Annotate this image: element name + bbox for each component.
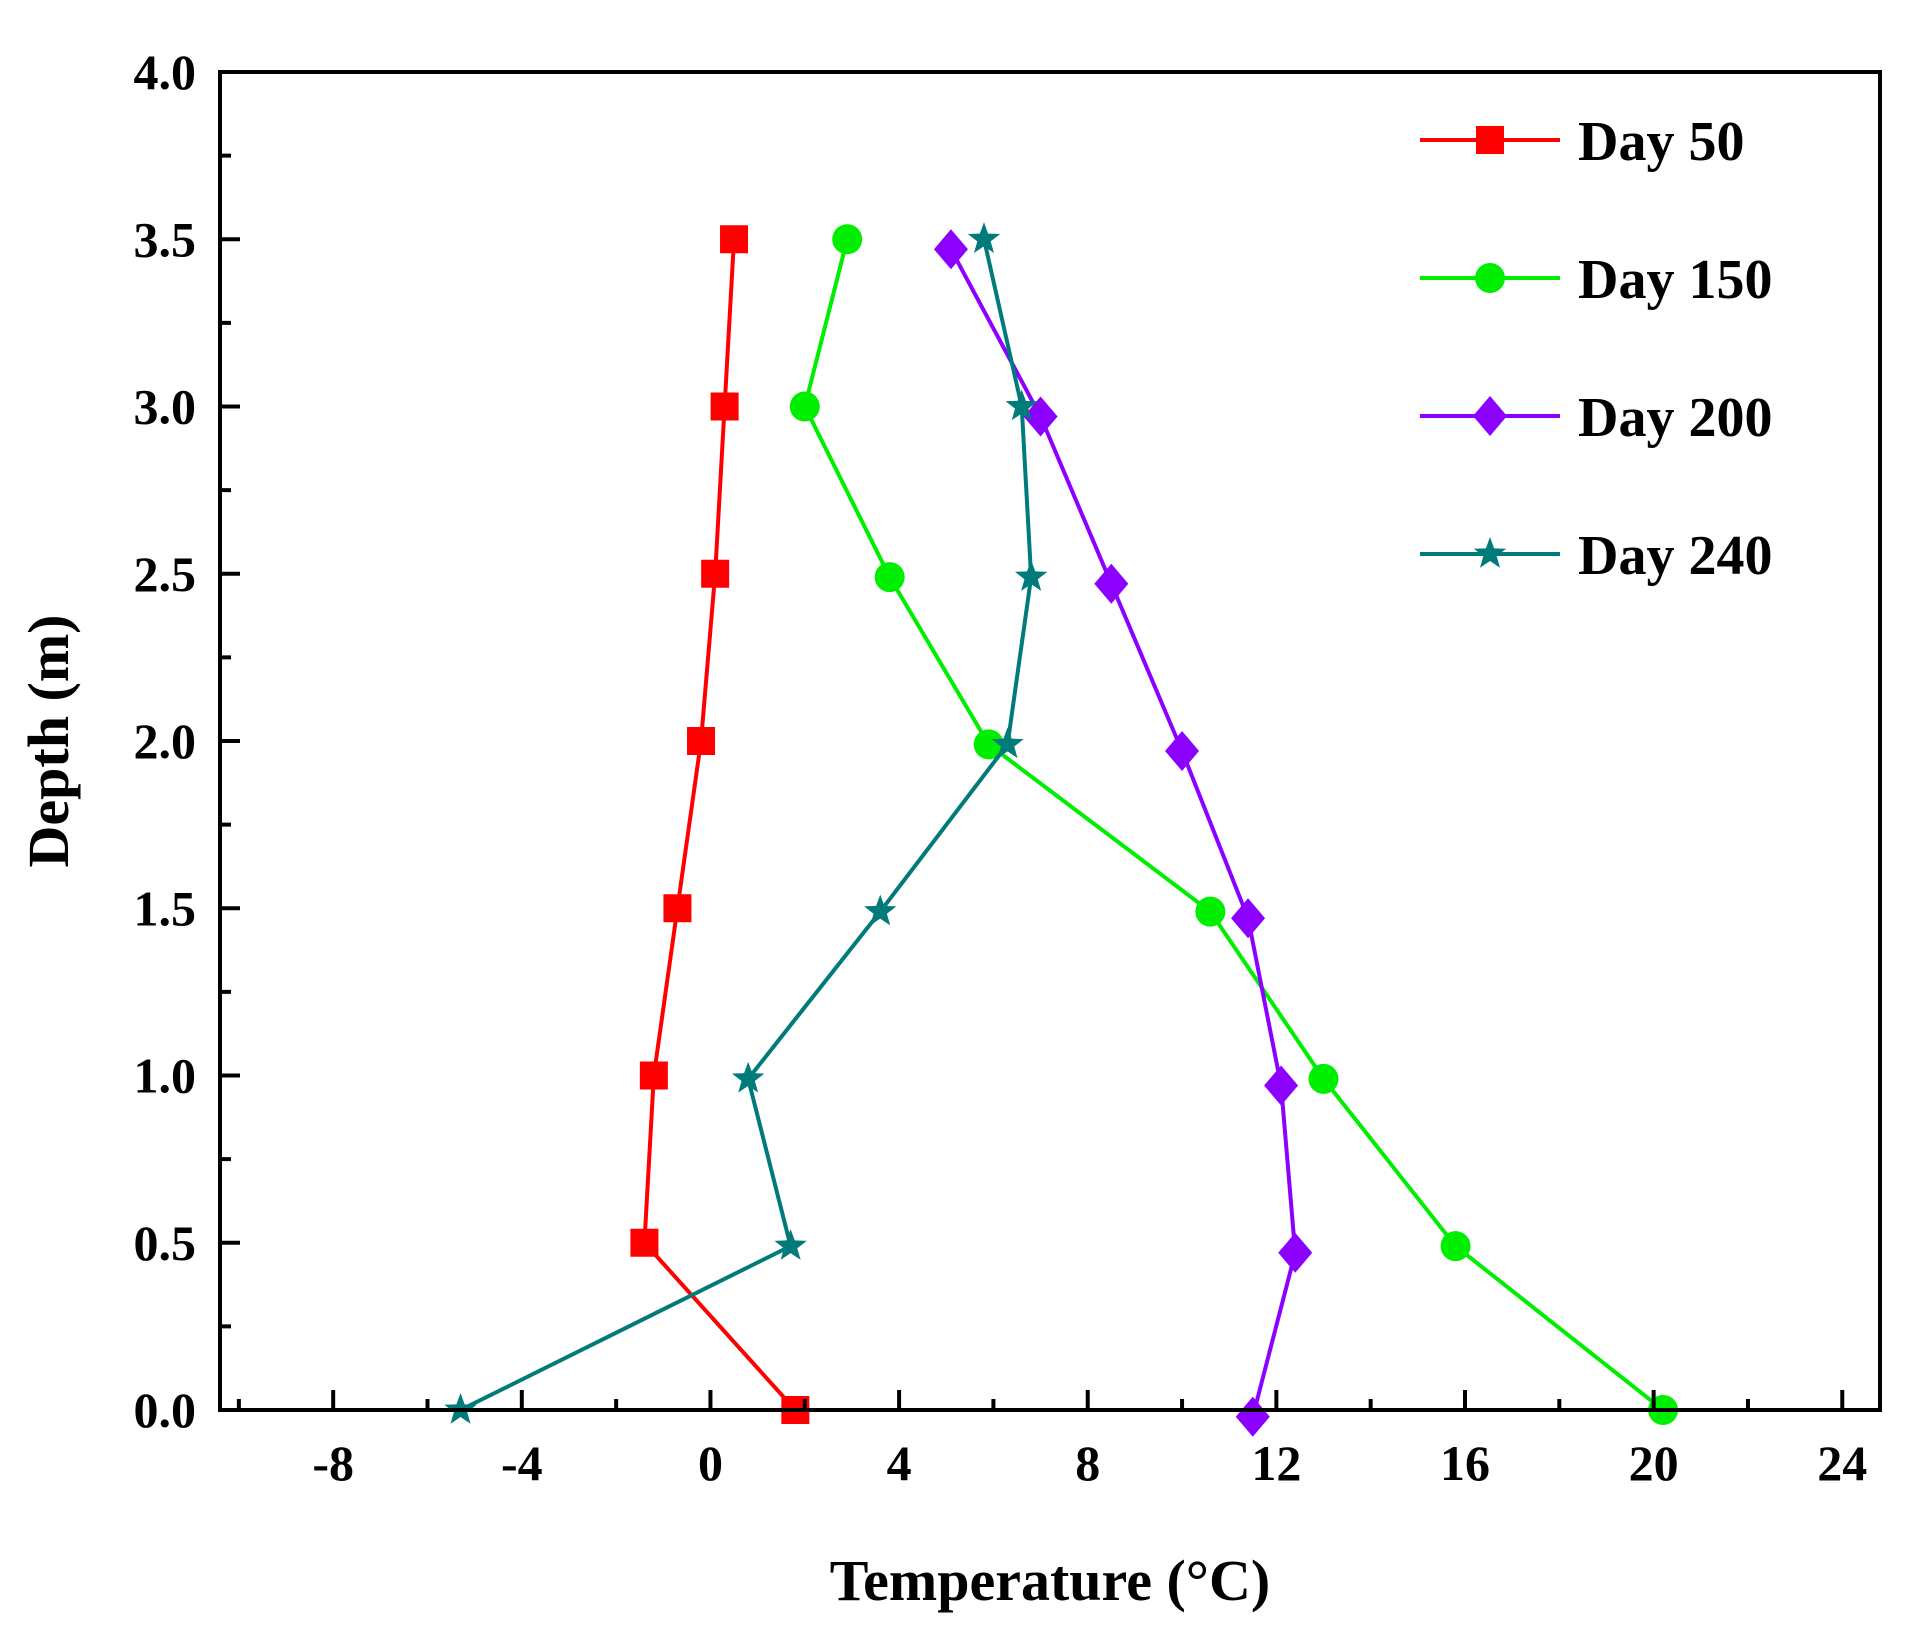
- y-tick-label: 3.5: [134, 211, 197, 267]
- x-tick-label: -4: [501, 1435, 543, 1491]
- y-tick-label: 2.0: [134, 713, 197, 769]
- legend-marker: [1473, 396, 1507, 436]
- x-tick-label: 24: [1817, 1435, 1867, 1491]
- data-point: [630, 1228, 659, 1257]
- data-point: [1195, 896, 1226, 927]
- data-point: [639, 1061, 668, 1090]
- legend-marker: [1473, 537, 1507, 568]
- data-point: [732, 1061, 765, 1093]
- data-point: [1440, 1231, 1471, 1262]
- legend: Day 50 Day 150 Day 200 Day 240: [1420, 111, 1772, 587]
- legend-item: Day 200: [1420, 387, 1772, 449]
- data-point: [1005, 389, 1038, 421]
- data-point: [1165, 731, 1200, 772]
- y-tick-label: 2.5: [134, 546, 197, 602]
- legend-marker: [1476, 126, 1504, 154]
- data-point: [710, 392, 739, 421]
- x-tick-label: 16: [1440, 1435, 1490, 1491]
- x-tick-label: -8: [312, 1435, 354, 1491]
- series-line: [642, 239, 797, 1412]
- legend-label: Day 240: [1578, 525, 1772, 587]
- x-tick-label: 8: [1075, 1435, 1100, 1491]
- y-tick-label: 3.0: [134, 379, 197, 435]
- series-day-50: [630, 225, 810, 1424]
- y-tick-label: 4.0: [134, 44, 197, 100]
- series-day-150: [789, 224, 1679, 1425]
- x-tick-label: 12: [1251, 1435, 1301, 1491]
- data-point: [1094, 563, 1129, 604]
- data-point: [1023, 396, 1058, 437]
- data-point: [864, 894, 897, 926]
- data-point: [1278, 1232, 1313, 1273]
- data-point: [774, 1229, 807, 1260]
- legend-label: Day 200: [1578, 387, 1772, 449]
- data-point: [687, 727, 716, 755]
- data-point: [973, 729, 1004, 760]
- x-axis-title: Temperature (°C): [830, 1548, 1270, 1613]
- series-day-240: [444, 222, 1048, 1424]
- y-tick-label: 0.0: [134, 1382, 197, 1438]
- series-day-200: [933, 229, 1313, 1437]
- x-tick-label: 20: [1629, 1435, 1679, 1491]
- data-point: [1308, 1063, 1339, 1094]
- legend-item: Day 150: [1420, 249, 1772, 311]
- data-point: [1264, 1065, 1299, 1106]
- data-point: [967, 222, 1001, 253]
- y-tick-label: 1.0: [134, 1048, 197, 1104]
- legend-marker: [1475, 263, 1505, 293]
- data-point: [874, 562, 905, 593]
- data-point: [701, 559, 730, 588]
- data-point: [720, 225, 749, 254]
- y-tick-label: 0.5: [134, 1215, 197, 1271]
- legend-label: Day 150: [1578, 249, 1772, 311]
- data-point: [1014, 560, 1048, 591]
- data-point: [991, 727, 1024, 759]
- data-point: [789, 391, 820, 422]
- data-point: [832, 224, 863, 255]
- data-point: [933, 229, 968, 270]
- legend-label: Day 50: [1578, 111, 1744, 173]
- x-tick-label: 0: [698, 1435, 723, 1491]
- legend-item: Day 240: [1420, 525, 1772, 587]
- series-line: [949, 248, 1298, 1418]
- y-axis-title: Depth (m): [16, 615, 81, 868]
- legend-item: Day 50: [1420, 111, 1744, 173]
- series-line: [459, 238, 1034, 1412]
- x-tick-label: 4: [887, 1435, 912, 1491]
- series-line: [802, 238, 1665, 1412]
- data-point: [663, 894, 692, 923]
- data-point: [1231, 898, 1266, 939]
- y-tick-label: 1.5: [134, 880, 197, 936]
- data-point: [1235, 1396, 1270, 1437]
